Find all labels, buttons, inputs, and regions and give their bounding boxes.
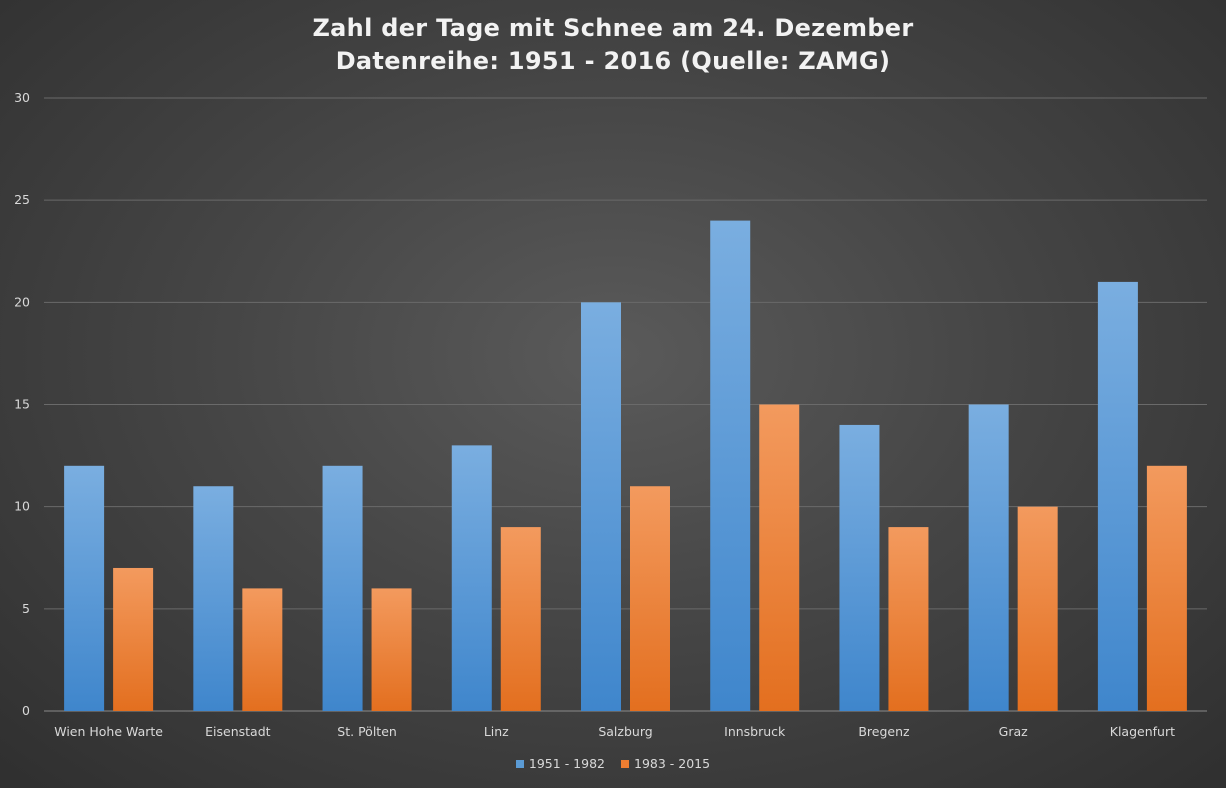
- x-tick-label: Bregenz: [858, 724, 910, 739]
- y-tick-label: 15: [14, 397, 30, 412]
- y-tick-label: 5: [22, 601, 30, 616]
- chart-title-line-1: Zahl der Tage mit Schnee am 24. Dezember: [312, 14, 914, 42]
- bar-series-1-klagenfurt[interactable]: [1097, 281, 1138, 711]
- legend: 1951 - 1982 1983 - 2015: [0, 756, 1226, 771]
- bar-series-2-innsbruck[interactable]: [759, 404, 800, 712]
- legend-label-series-1: 1951 - 1982: [528, 756, 605, 771]
- x-tick-label: St. Pölten: [337, 724, 397, 739]
- x-tick-label: Salzburg: [598, 724, 652, 739]
- chart-title: Zahl der Tage mit Schnee am 24. Dezember…: [0, 12, 1226, 78]
- y-tick-label: 0: [22, 703, 30, 718]
- bar-series-1-salzburg[interactable]: [581, 302, 621, 711]
- bar-series-1-st-p-lten[interactable]: [322, 465, 363, 711]
- bar-series-1-wien-hohe-warte[interactable]: [64, 465, 105, 711]
- bar-series-2-bregenz[interactable]: [888, 527, 929, 711]
- bar-series-1-innsbruck[interactable]: [710, 220, 751, 711]
- bar-series-2-eisenstadt[interactable]: [242, 588, 283, 711]
- legend-entry-series-2[interactable]: 1983 - 2015: [621, 756, 710, 771]
- bar-series-2-salzburg[interactable]: [630, 486, 670, 711]
- bar-series-2-wien-hohe-warte[interactable]: [113, 567, 154, 711]
- x-tick-label: Eisenstadt: [205, 724, 271, 739]
- bar-series-1-bregenz[interactable]: [839, 424, 880, 711]
- bar-series-1-eisenstadt[interactable]: [193, 486, 234, 711]
- chart-title-line-2: Datenreihe: 1951 - 2016 (Quelle: ZAMG): [335, 47, 891, 75]
- y-tick-label: 30: [14, 90, 30, 105]
- legend-swatch-series-1: [515, 759, 524, 768]
- x-tick-label: Wien Hohe Warte: [54, 724, 163, 739]
- y-tick-label: 20: [14, 294, 30, 309]
- bar-series-2-st-p-lten[interactable]: [371, 588, 412, 711]
- x-tick-label: Graz: [999, 724, 1028, 739]
- x-tick-label: Innsbruck: [724, 724, 786, 739]
- bar-series-2-linz[interactable]: [500, 527, 541, 711]
- bar-series-1-graz[interactable]: [968, 404, 1009, 712]
- x-tick-label: Klagenfurt: [1110, 724, 1175, 739]
- y-tick-label: 10: [14, 499, 30, 514]
- legend-entry-series-1[interactable]: 1951 - 1982: [515, 756, 605, 771]
- y-tick-label: 25: [14, 192, 30, 207]
- legend-swatch-series-2: [621, 759, 629, 768]
- bar-series-2-klagenfurt[interactable]: [1146, 465, 1187, 711]
- bar-series-1-linz[interactable]: [451, 445, 492, 711]
- legend-label-series-2: 1983 - 2015: [634, 756, 711, 771]
- x-tick-label: Linz: [484, 724, 509, 739]
- bar-series-2-graz[interactable]: [1017, 506, 1058, 711]
